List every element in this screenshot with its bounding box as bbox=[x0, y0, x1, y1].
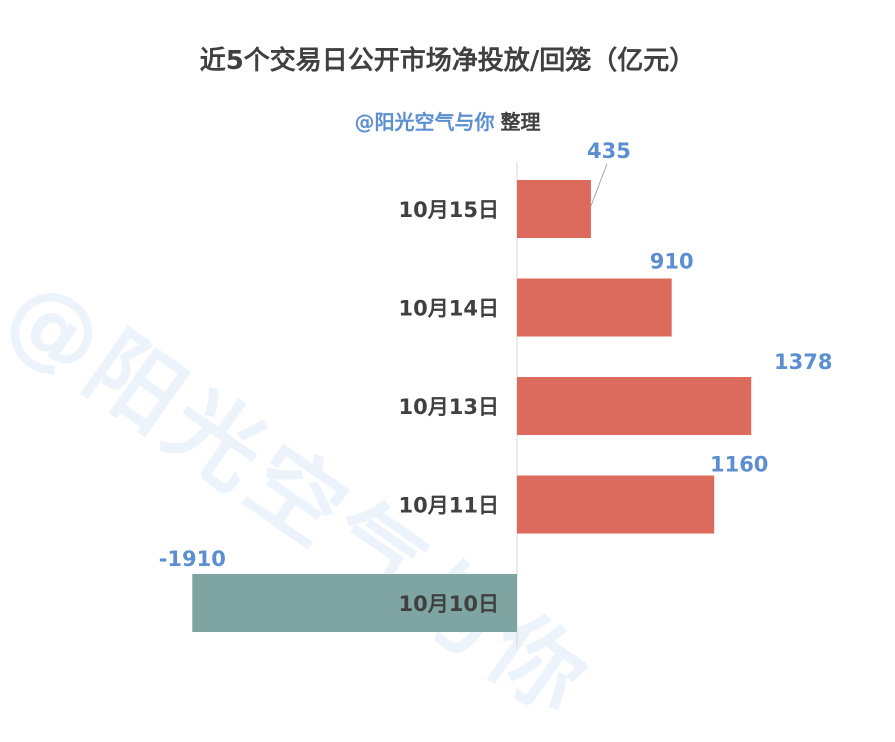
bar-3 bbox=[517, 475, 715, 534]
bar-2 bbox=[517, 377, 752, 435]
chart-subtitle: @阳光空气与你 整理 bbox=[0, 106, 895, 135]
bar-4 bbox=[192, 574, 518, 632]
chart: @阳光空气与你 近5个交易日公开市场净投放/回笼（亿元） @阳光空气与你 整理 1… bbox=[0, 46, 895, 738]
data-label-1: 910 bbox=[650, 250, 694, 274]
subtitle-handle: @阳光空气与你 bbox=[354, 110, 495, 134]
data-label-2: 1378 bbox=[774, 350, 832, 374]
data-label-4: -1910 bbox=[159, 547, 226, 571]
bar-0 bbox=[517, 180, 591, 238]
category-label-3: 10月11日 bbox=[399, 494, 499, 518]
bar-1 bbox=[517, 278, 672, 337]
data-label-0: 435 bbox=[587, 139, 631, 163]
category-label-0: 10月15日 bbox=[399, 198, 499, 222]
category-label-2: 10月13日 bbox=[399, 395, 499, 419]
leader-line-0 bbox=[590, 163, 608, 207]
subtitle-suffix: 整理 bbox=[500, 110, 541, 134]
data-label-3: 1160 bbox=[710, 453, 768, 477]
category-label-1: 10月14日 bbox=[399, 297, 499, 321]
chart-title: 近5个交易日公开市场净投放/回笼（亿元） bbox=[199, 46, 696, 76]
plot-area: 10月15日 435 10月14日 910 10月13日 1378 10月11日 1160 10… bbox=[159, 139, 832, 650]
category-label-4: 10月10日 bbox=[399, 592, 499, 616]
